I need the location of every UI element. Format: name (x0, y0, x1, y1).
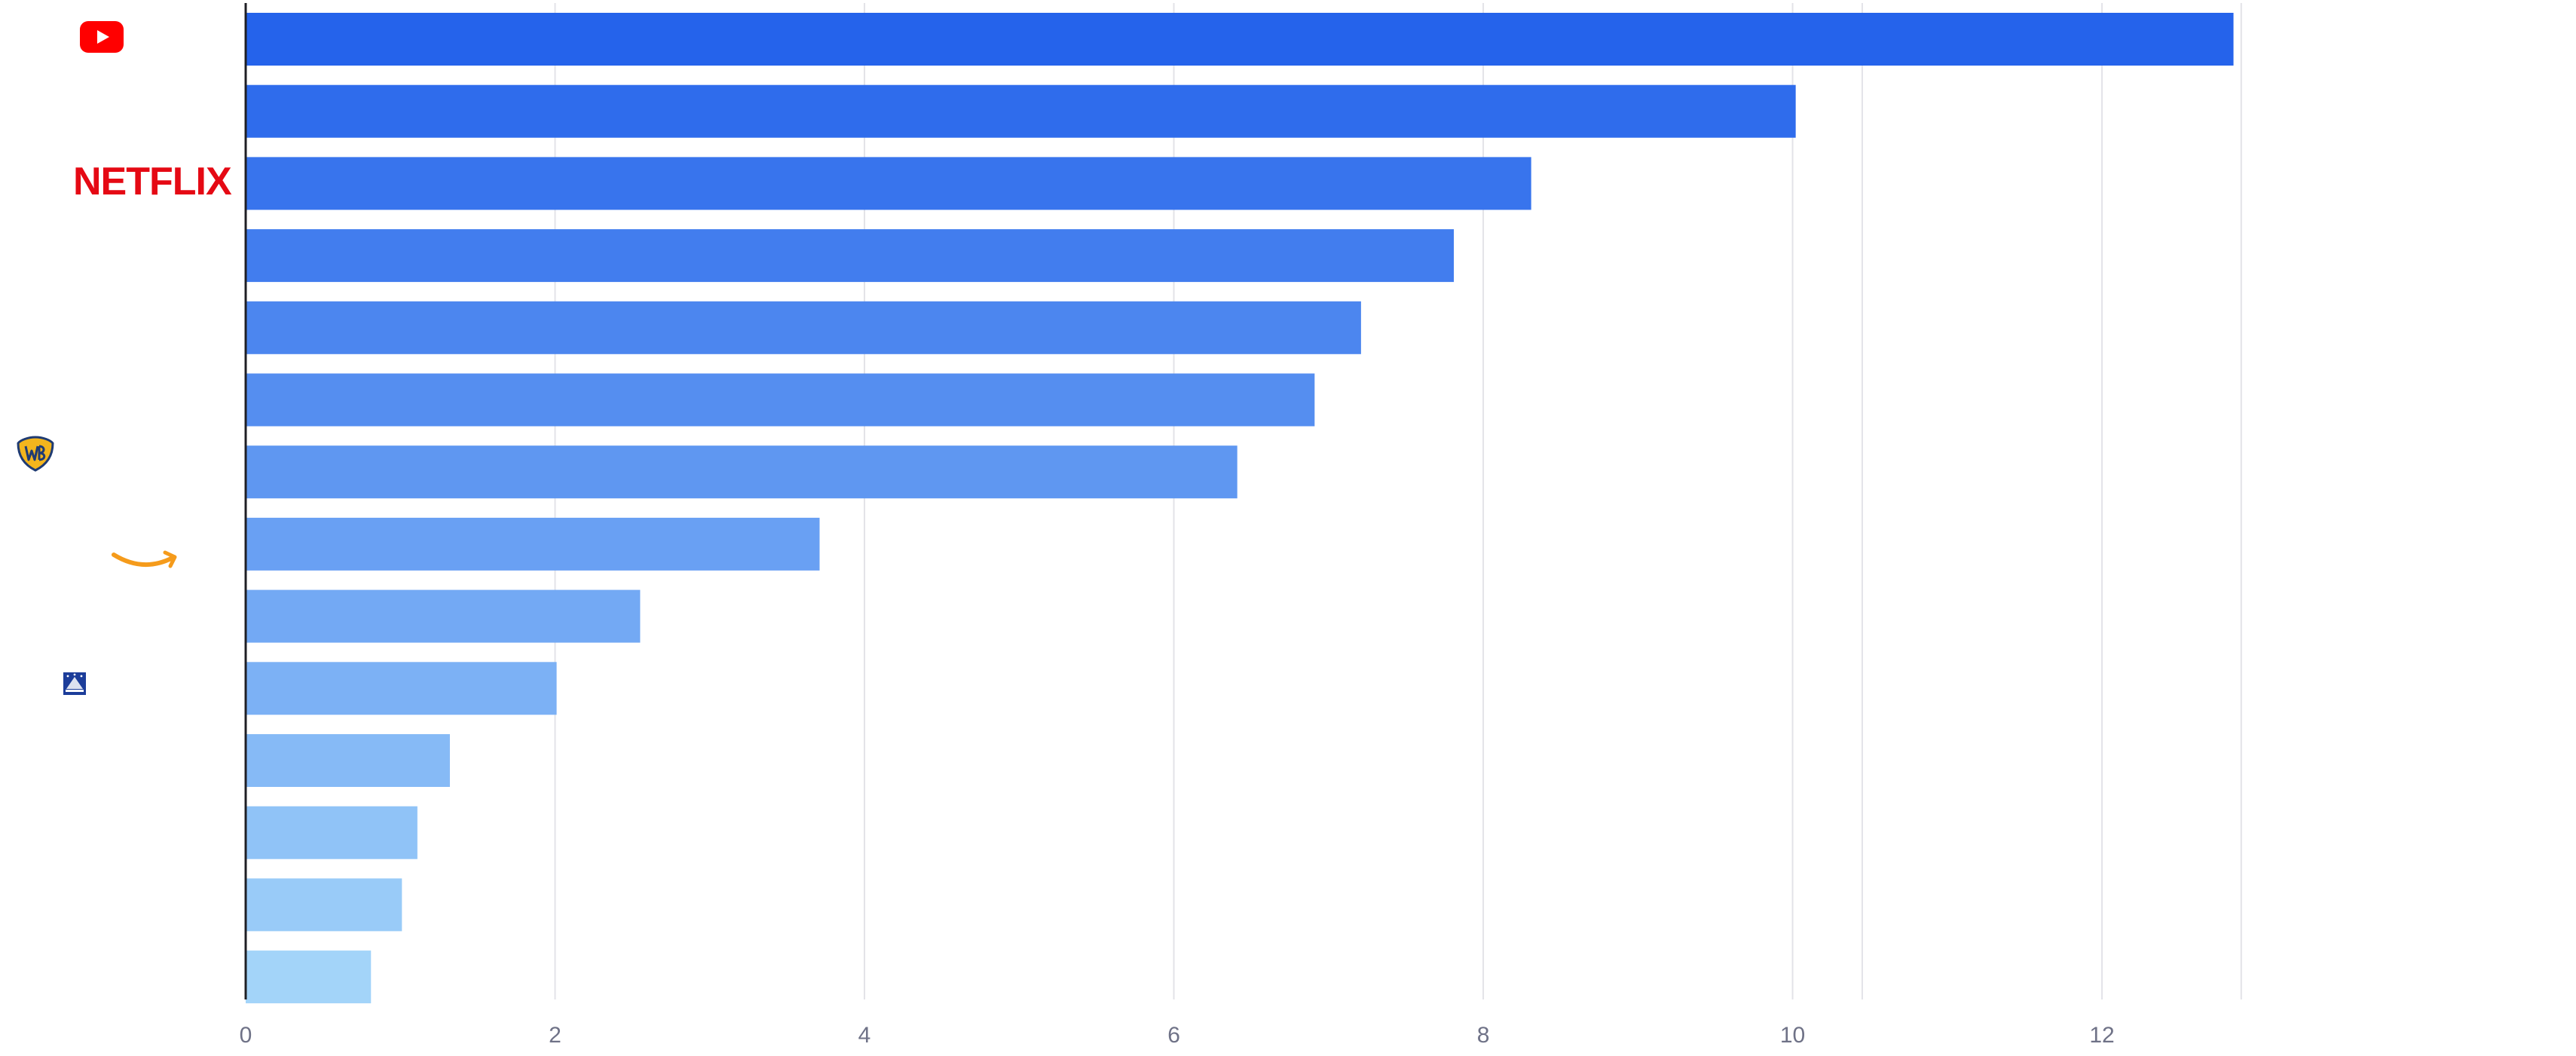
bar-11 (246, 734, 450, 787)
bars (246, 13, 2234, 1004)
amazon-logo-icon (112, 550, 177, 568)
bar-6 (246, 373, 1315, 427)
x-tick-labels: 0 2 4 6 8 10 12 (240, 1023, 2115, 1048)
netflix-logo-icon: NETFLIX (73, 160, 233, 204)
bar-1 (246, 13, 2234, 66)
bar-3 (246, 157, 1531, 210)
grid-lines (554, 3, 2242, 999)
x-tick-label: 10 (1780, 1023, 1805, 1048)
x-tick-label: 8 (1477, 1023, 1490, 1048)
warner-bros-logo-icon (17, 436, 54, 472)
category-logos: NETFLIX (17, 21, 233, 695)
x-tick-label: 6 (1167, 1023, 1180, 1048)
x-tick-label: 4 (858, 1023, 871, 1048)
bar-8 (246, 517, 820, 571)
bar-7 (246, 445, 1238, 499)
bar-12 (246, 806, 418, 859)
netflix-logo-text: NETFLIX (73, 160, 232, 204)
x-tick-label: 0 (240, 1023, 252, 1048)
bar-2 (246, 84, 1796, 138)
x-tick-label: 12 (2089, 1023, 2114, 1048)
bar-14 (246, 950, 372, 1004)
bar-10 (246, 662, 557, 715)
x-tick-label: 2 (549, 1023, 561, 1048)
bar-4 (246, 229, 1455, 283)
youtube-logo-icon (80, 21, 124, 53)
bar-9 (246, 589, 641, 643)
bar-5 (246, 301, 1361, 354)
bar-13 (246, 878, 402, 932)
paramount-logo-icon (63, 672, 86, 695)
